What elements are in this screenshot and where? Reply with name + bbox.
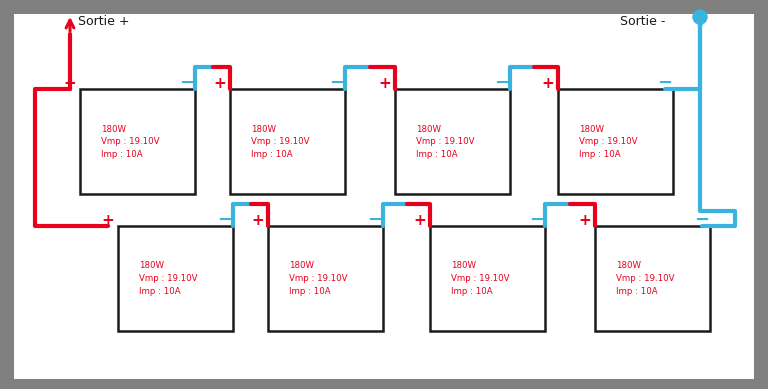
Text: −: − <box>694 211 710 229</box>
Text: +: + <box>101 212 114 228</box>
Bar <box>595 226 710 331</box>
Text: +: + <box>578 212 591 228</box>
Text: −: − <box>529 211 545 229</box>
Text: −: − <box>495 74 509 92</box>
Text: −: − <box>329 74 345 92</box>
Text: 180W
Vmp : 19.10V
Imp : 10A: 180W Vmp : 19.10V Imp : 10A <box>451 261 509 296</box>
Text: +: + <box>541 75 554 91</box>
Bar <box>118 226 233 331</box>
Text: +: + <box>252 212 264 228</box>
Bar <box>80 89 195 194</box>
Text: 180W
Vmp : 19.10V
Imp : 10A: 180W Vmp : 19.10V Imp : 10A <box>289 261 347 296</box>
Text: Sortie +: Sortie + <box>78 14 130 28</box>
Bar <box>558 89 673 194</box>
Text: +: + <box>379 75 392 91</box>
Text: 180W
Vmp : 19.10V
Imp : 10A: 180W Vmp : 19.10V Imp : 10A <box>139 261 197 296</box>
Bar <box>230 89 345 194</box>
Text: +: + <box>214 75 227 91</box>
Text: −: − <box>367 211 382 229</box>
Text: +: + <box>64 75 76 91</box>
Bar <box>268 226 383 331</box>
Text: −: − <box>217 211 233 229</box>
Text: +: + <box>414 212 426 228</box>
Text: 180W
Vmp : 19.10V
Imp : 10A: 180W Vmp : 19.10V Imp : 10A <box>579 124 637 158</box>
Text: 180W
Vmp : 19.10V
Imp : 10A: 180W Vmp : 19.10V Imp : 10A <box>101 124 159 158</box>
Text: 180W
Vmp : 19.10V
Imp : 10A: 180W Vmp : 19.10V Imp : 10A <box>616 261 674 296</box>
Text: 180W
Vmp : 19.10V
Imp : 10A: 180W Vmp : 19.10V Imp : 10A <box>415 124 474 158</box>
Text: −: − <box>180 74 194 92</box>
Text: 180W
Vmp : 19.10V
Imp : 10A: 180W Vmp : 19.10V Imp : 10A <box>250 124 310 158</box>
Circle shape <box>693 10 707 24</box>
Text: Sortie -: Sortie - <box>620 14 665 28</box>
Bar <box>395 89 510 194</box>
Bar <box>430 226 545 331</box>
Text: −: − <box>657 74 673 92</box>
